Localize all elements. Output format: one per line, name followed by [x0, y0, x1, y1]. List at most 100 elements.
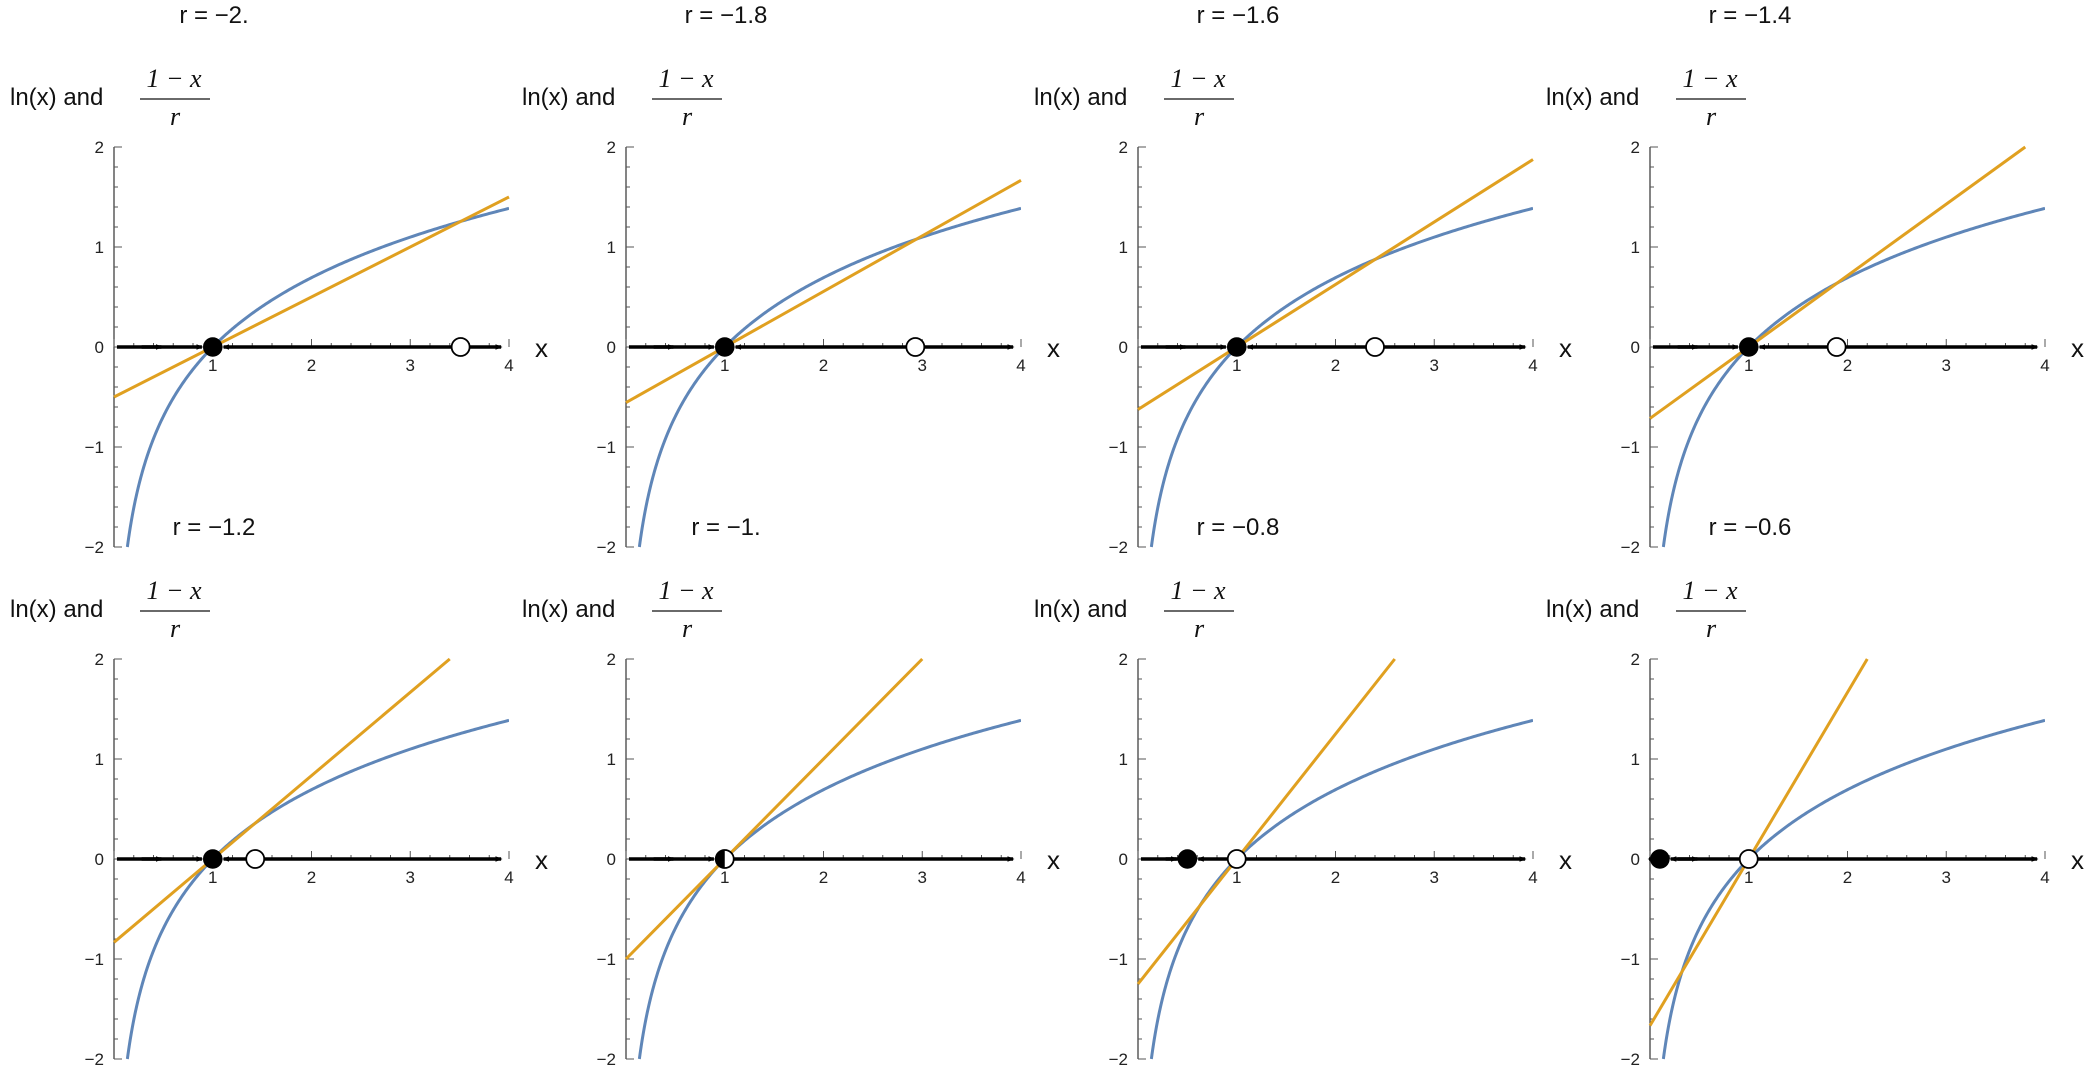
y-tick-label: −1 — [1109, 950, 1128, 969]
y-tick-label: −1 — [1621, 438, 1640, 457]
ln-curve — [1661, 718, 2045, 1060]
x-tick-label: 3 — [1430, 356, 1439, 375]
chart-panel-4: r = −1.4 ln(x) and 1 − x r −2 −1 0 1 2 1 2 3 4 x — [1546, 2, 2084, 557]
unstable-fixed-point — [245, 849, 266, 869]
frac-numerator: 1 − x — [1682, 576, 1738, 605]
chart-title: r = −1.2 — [173, 514, 256, 541]
ylabel-text: ln(x) and — [522, 84, 615, 111]
x-tick-label: 4 — [2040, 868, 2049, 887]
y-tick-label: 0 — [95, 850, 104, 869]
stable-fixed-point — [1177, 849, 1198, 869]
ylabel-text: ln(x) and — [1034, 84, 1127, 111]
frac-numerator: 1 − x — [658, 576, 714, 605]
x-tick-label: 4 — [1016, 868, 1025, 887]
chart-panel-5: r = −1.2 ln(x) and 1 − x r −2 −1 0 1 2 1 2 3 4 x — [10, 514, 548, 1066]
y-tick-label: −2 — [1621, 538, 1640, 557]
x-tick-label: 2 — [307, 868, 316, 887]
unstable-fixed-point — [1365, 337, 1385, 357]
y-tick-label: −2 — [597, 538, 616, 557]
x-tick-label: 4 — [504, 868, 513, 887]
x-tick-label: 4 — [1016, 356, 1025, 375]
x-tick-label: 2 — [1331, 868, 1340, 887]
y-tick-label: 2 — [1631, 650, 1640, 669]
y-tick-label: −2 — [85, 1050, 104, 1066]
chart-panel-2: r = −1.8 ln(x) and 1 − x r −2 −1 0 1 2 1 2 3 4 x — [522, 2, 1060, 557]
ylabel-text: ln(x) and — [522, 596, 615, 623]
x-tick-label: 2 — [307, 356, 316, 375]
x-axis-label: x — [1559, 333, 1572, 363]
ln-curve — [637, 718, 1021, 1060]
y-tick-label: 1 — [95, 750, 104, 769]
y-tick-label: −2 — [597, 1050, 616, 1066]
unstable-fixed-point — [1826, 337, 1847, 357]
unstable-fixed-point — [905, 337, 926, 357]
y-tick-label: 1 — [607, 750, 616, 769]
y-tick-label: 2 — [1631, 138, 1640, 157]
ylabel-text: ln(x) and — [1546, 84, 1639, 111]
ylabel-text: ln(x) and — [1546, 596, 1639, 623]
linear-line — [1136, 658, 1396, 985]
x-tick-label: 3 — [406, 868, 415, 887]
y-tick-label: 1 — [1119, 238, 1128, 257]
y-tick-label: 0 — [1631, 338, 1640, 357]
stable-fixed-point — [1227, 337, 1247, 357]
linear-line — [625, 179, 1022, 404]
x-axis-label: x — [1047, 333, 1060, 363]
y-tick-label: −1 — [597, 438, 616, 457]
y-tick-label: 2 — [607, 138, 616, 157]
y-tick-label: 2 — [1119, 138, 1128, 157]
x-tick-label: 2 — [819, 868, 828, 887]
y-tick-label: −2 — [1109, 538, 1128, 557]
chart-title: r = −1.8 — [685, 2, 768, 29]
frac-denominator: r — [682, 614, 693, 643]
frac-numerator: 1 − x — [658, 64, 714, 93]
x-tick-label: 3 — [1430, 868, 1439, 887]
ln-curve — [1149, 206, 1533, 548]
x-tick-label: 4 — [1528, 868, 1537, 887]
chart-panel-7: r = −0.8 ln(x) and 1 − x r −2 −1 0 1 2 1 2 3 4 x — [1034, 514, 1572, 1066]
x-tick-label: 2 — [1843, 356, 1852, 375]
x-tick-label: 4 — [504, 356, 513, 375]
x-tick-label: 2 — [1843, 868, 1852, 887]
y-tick-label: 0 — [95, 338, 104, 357]
stable-fixed-point — [715, 337, 735, 357]
frac-numerator: 1 − x — [1170, 576, 1226, 605]
frac-denominator: r — [170, 102, 181, 131]
x-tick-label: 1 — [1744, 868, 1753, 887]
x-axis-label: x — [1047, 845, 1060, 875]
linear-line — [113, 657, 451, 944]
y-tick-label: 0 — [1119, 850, 1128, 869]
y-tick-label: −2 — [85, 538, 104, 557]
chart-title: r = −2. — [179, 2, 248, 29]
frac-numerator: 1 − x — [146, 576, 202, 605]
x-tick-label: 3 — [918, 356, 927, 375]
y-tick-label: 0 — [1631, 850, 1640, 869]
y-tick-label: 1 — [1631, 750, 1640, 769]
chart-title: r = −1.6 — [1197, 2, 1280, 29]
chart-panel-1: r = −2. ln(x) and 1 − x r −2 −1 0 1 2 1 2 3 4 x — [10, 2, 548, 557]
unstable-fixed-point — [1738, 849, 1759, 869]
y-tick-label: 1 — [607, 238, 616, 257]
unstable-fixed-point — [1226, 849, 1247, 869]
y-tick-label: −2 — [1109, 1050, 1128, 1066]
chart-title: r = −0.6 — [1709, 514, 1792, 541]
y-tick-label: 2 — [607, 650, 616, 669]
y-tick-label: 1 — [1631, 238, 1640, 257]
frac-denominator: r — [170, 614, 181, 643]
linear-line — [624, 657, 924, 961]
chart-title: r = −1. — [691, 514, 760, 541]
y-tick-label: 2 — [95, 650, 104, 669]
ylabel-text: ln(x) and — [1034, 596, 1127, 623]
x-tick-label: 1 — [720, 868, 729, 887]
frac-numerator: 1 − x — [146, 64, 202, 93]
y-tick-label: 2 — [1119, 650, 1128, 669]
ylabel-text: ln(x) and — [10, 596, 103, 623]
y-tick-label: −2 — [1621, 1050, 1640, 1066]
y-tick-label: 2 — [95, 138, 104, 157]
chart-title: r = −0.8 — [1197, 514, 1280, 541]
frac-denominator: r — [1194, 614, 1205, 643]
ylabel-text: ln(x) and — [10, 84, 103, 111]
y-tick-label: 1 — [1119, 750, 1128, 769]
frac-denominator: r — [682, 102, 693, 131]
